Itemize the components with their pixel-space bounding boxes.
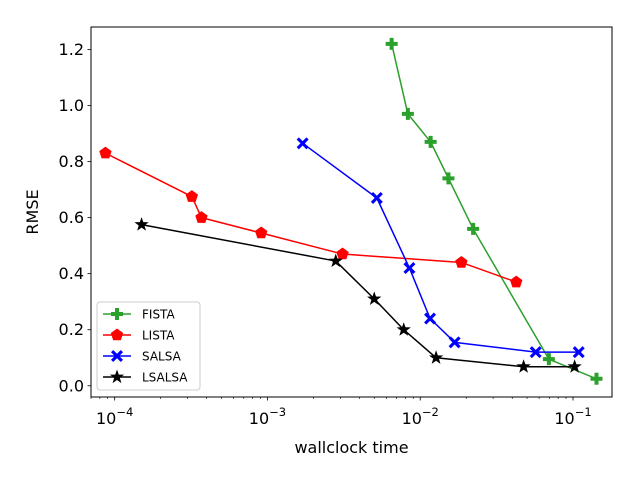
x-tick-base: 10	[402, 409, 422, 428]
data-point-lista	[255, 226, 268, 239]
data-point-lsalsa	[328, 253, 343, 268]
y-tick-label: 0.2	[59, 320, 84, 339]
data-point-fista	[442, 172, 455, 185]
data-point-lsalsa	[567, 359, 582, 373]
data-point-salsa	[572, 346, 585, 359]
legend-marker-lsalsa	[109, 369, 125, 384]
legend-label-lista: LISTA	[142, 329, 175, 343]
series-lista	[99, 146, 523, 288]
series-fista	[385, 37, 603, 385]
y-tick-label: 1.0	[59, 96, 84, 115]
axes-frame	[90, 26, 613, 398]
data-point-lsalsa	[367, 291, 382, 305]
data-point-lista	[99, 146, 112, 159]
data-point-fista	[424, 135, 437, 148]
data-point-salsa	[424, 312, 437, 325]
x-axis-label: wallclock time	[294, 438, 408, 457]
y-tick-label: 0.8	[59, 152, 84, 171]
data-point-salsa	[403, 262, 416, 275]
data-point-lista	[510, 275, 523, 288]
y-tick-label: 0.4	[59, 264, 84, 283]
x-tick-label: 10−4	[96, 405, 133, 428]
data-point-lista	[336, 247, 349, 260]
series-layer	[99, 37, 603, 385]
legend-marker-fista	[111, 308, 123, 320]
legend-label-salsa: SALSA	[142, 350, 182, 364]
x-tick-exponent: −2	[422, 405, 439, 419]
data-point-lista	[185, 190, 199, 202]
x-tick-base: 10	[96, 409, 116, 428]
y-tick-label: 1.2	[59, 40, 84, 59]
x-tick-exponent: −3	[269, 405, 286, 419]
x-tick-label: 10−1	[554, 405, 591, 428]
legend-marker-lista	[110, 328, 124, 341]
data-point-fista	[467, 222, 480, 235]
data-point-lsalsa	[516, 359, 531, 373]
x-axis-ticks: 10−4 10−3 10−2 10−1	[90, 397, 592, 428]
legend: FISTA LISTA SALSA LSALSA	[96, 301, 201, 391]
data-point-salsa	[296, 137, 309, 150]
x-tick-base: 10	[249, 409, 269, 428]
series-salsa	[296, 137, 585, 359]
legend-label-lsalsa: LSALSA	[142, 371, 188, 385]
x-tick-exponent: −1	[575, 405, 592, 419]
data-point-fista	[542, 353, 555, 366]
data-point-fista	[590, 372, 603, 385]
data-point-lista	[455, 255, 468, 268]
legend-label-fista: FISTA	[142, 308, 175, 322]
data-point-lsalsa	[134, 217, 149, 231]
series-lsalsa	[134, 217, 582, 373]
legend-marker-salsa	[111, 350, 123, 362]
data-point-fista	[385, 37, 398, 50]
y-tick-label: 0.0	[59, 376, 84, 395]
legend-box	[96, 301, 201, 391]
y-axis-label: RMSE	[23, 189, 42, 234]
x-tick-exponent: −4	[116, 405, 133, 419]
x-tick-label: 10−2	[402, 405, 439, 428]
data-point-lsalsa	[396, 322, 411, 336]
data-point-lista	[195, 211, 208, 223]
data-point-salsa	[529, 346, 542, 359]
x-tick-base: 10	[554, 409, 574, 428]
y-axis-ticks: 0.0 0.2 0.4 0.6 0.8 1.0 1.2	[59, 40, 91, 395]
data-point-salsa	[448, 336, 461, 349]
data-point-lsalsa	[428, 350, 444, 364]
data-point-salsa	[370, 191, 383, 204]
x-tick-label: 10−3	[249, 405, 286, 428]
data-point-fista	[401, 107, 414, 120]
y-tick-label: 0.6	[59, 208, 84, 227]
